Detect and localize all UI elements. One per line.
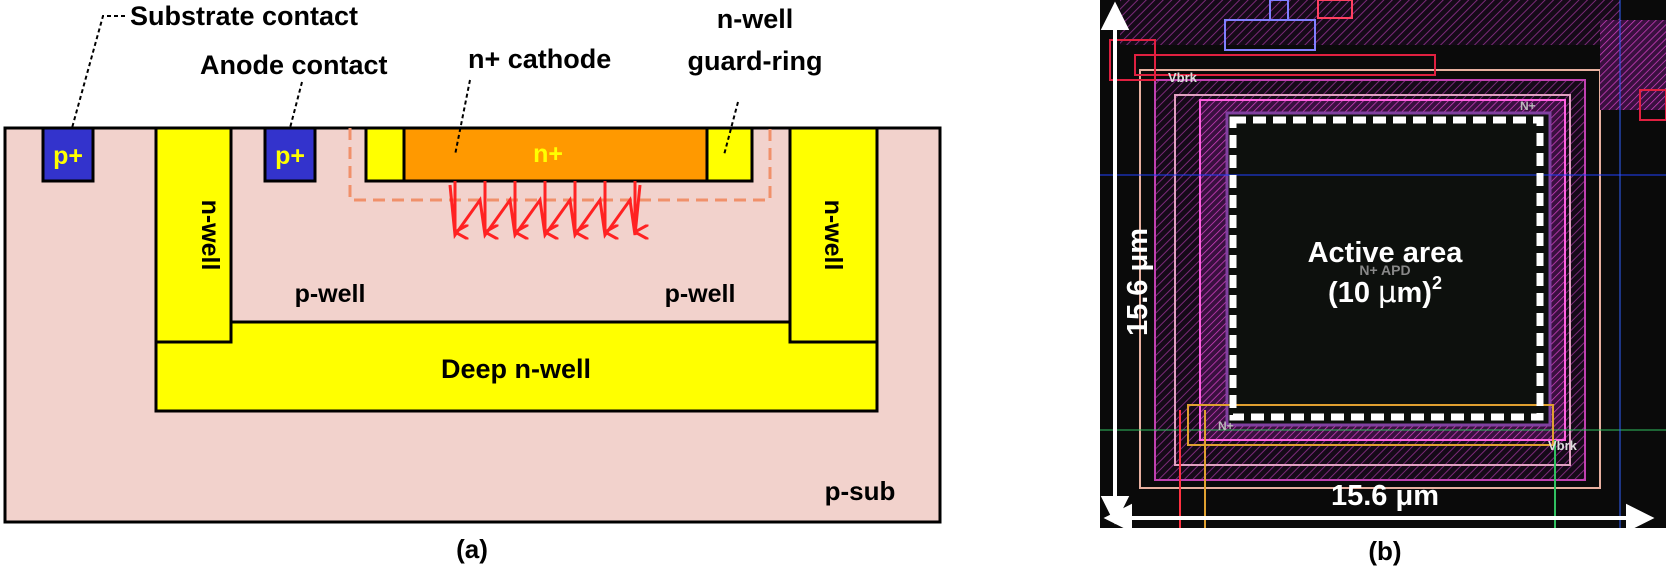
deep-n-well-region <box>154 320 879 413</box>
panel-b-layout: Vbrk Vbrk N+ N+ N+ APD Active area (10 μ… <box>1100 0 1666 566</box>
n-well-left-label: n-well <box>196 200 224 271</box>
vbrk-label-top: Vbrk <box>1168 70 1198 85</box>
substrate-contact-callout: Substrate contact <box>130 1 358 31</box>
width-dimension-label: 15.6 μm <box>1331 480 1439 512</box>
guard-ring-callout-line2: guard-ring <box>688 46 823 76</box>
p-plus-anode-contact <box>263 126 317 183</box>
active-area-size-prefix: (10 <box>1328 277 1378 309</box>
n-well-right-region <box>788 126 879 344</box>
p-sub-label: p-sub <box>825 476 896 506</box>
anode-contact-callout: Anode contact <box>200 50 388 80</box>
p-plus-substrate-label: p+ <box>53 142 83 170</box>
n-well-right-label: n-well <box>819 200 847 271</box>
caption-a: (a) <box>456 534 488 564</box>
active-area-sup: 2 <box>1432 273 1442 293</box>
n-well-left-region <box>154 126 233 344</box>
guard-ring-callout-line1: n-well <box>717 4 794 34</box>
guard-ring-right <box>705 126 754 183</box>
nplus-label-top: N+ <box>1520 99 1536 113</box>
active-area-label: Active area <box>1308 237 1464 269</box>
n-plus-cathode-callout: n+ cathode <box>468 44 611 74</box>
callout-leaders <box>71 15 739 156</box>
guard-ring-left <box>364 126 406 183</box>
p-plus-substrate-contact <box>41 126 95 183</box>
panel-a-cross-section: p+ p+ n+ n-well n-well p-well p-well Dee… <box>3 1 942 564</box>
nplus-label-bottom: N+ <box>1218 419 1234 433</box>
n-plus-region <box>402 126 709 183</box>
deep-n-well-label: Deep n-well <box>441 354 591 384</box>
active-region <box>1225 111 1552 427</box>
apd-label: N+ APD <box>1359 262 1410 278</box>
height-dimension-label: 15.6 μm <box>1122 228 1154 336</box>
n-plus-label: n+ <box>533 140 563 168</box>
dimension-arrows <box>1100 1 1655 533</box>
p-well-left-label: p-well <box>295 280 366 308</box>
vbrk-label-bottom: Vbrk <box>1548 438 1578 453</box>
p-plus-anode-label: p+ <box>275 142 305 170</box>
caption-b: (b) <box>1368 536 1401 566</box>
field-arrows <box>448 181 640 235</box>
active-area-size: (10 μm)2 <box>1328 273 1442 309</box>
active-area-size-suffix: m) <box>1396 277 1431 309</box>
active-area-mu: μ <box>1378 275 1396 309</box>
p-well-right-label: p-well <box>665 280 736 308</box>
